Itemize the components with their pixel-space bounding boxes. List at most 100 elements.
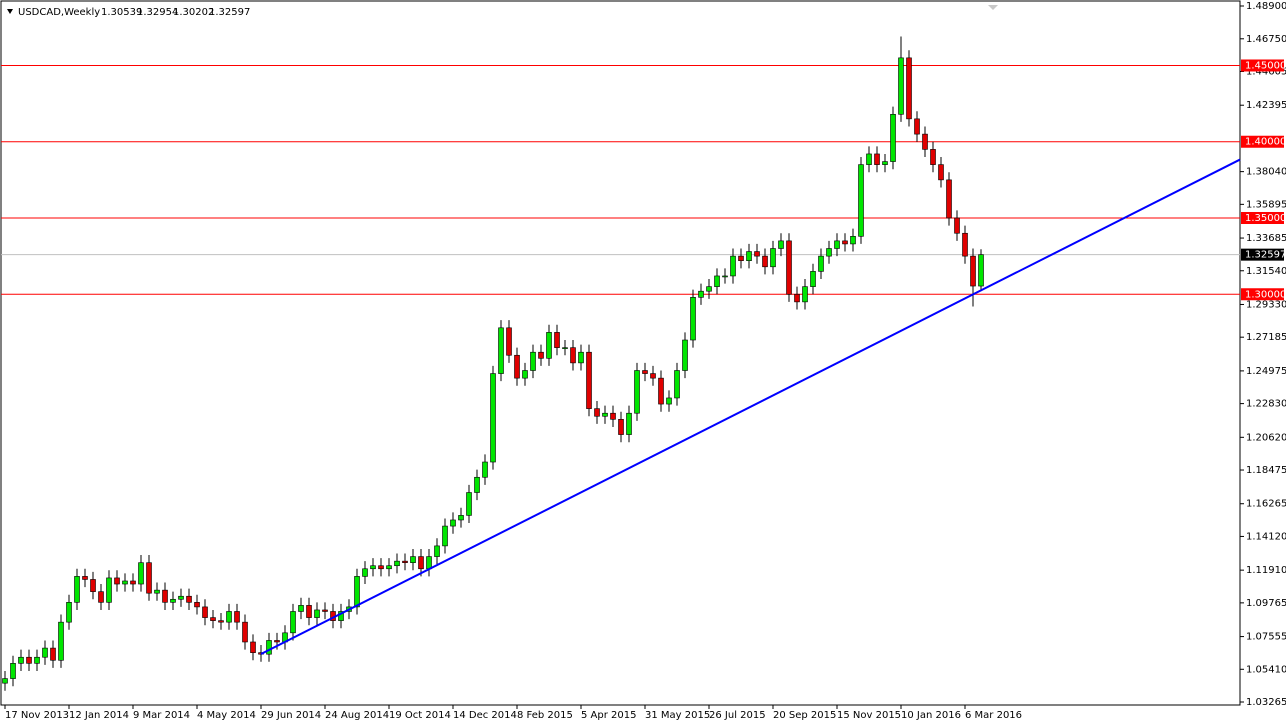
y-tick-label: 1.07555: [1246, 632, 1286, 643]
candle-body: [250, 641, 256, 653]
candle-body: [338, 611, 344, 621]
x-tick-label: 8 Feb 2015: [517, 710, 573, 721]
candle-body: [138, 562, 144, 585]
candle-body: [106, 577, 112, 603]
level-label: 1.45000: [1245, 60, 1286, 71]
candle-body: [698, 290, 704, 298]
header-close: 1.32597: [209, 7, 250, 18]
candle-body: [490, 373, 496, 463]
candle-body: [210, 617, 216, 621]
candle-body: [922, 133, 928, 150]
candle-body: [18, 656, 24, 664]
candle-body: [818, 255, 824, 272]
candle-body: [314, 609, 320, 618]
candle-body: [298, 605, 304, 612]
candle-body: [866, 153, 872, 165]
candle-body: [602, 412, 608, 417]
candle-body: [762, 255, 768, 268]
chart-title: USDCAD,Weekly: [18, 7, 100, 18]
candle-body: [626, 412, 632, 435]
candle-body: [794, 293, 800, 303]
candle-body: [682, 339, 688, 371]
candle-body: [634, 370, 640, 414]
candle-body: [650, 373, 656, 379]
y-tick-label: 1.24975: [1246, 366, 1286, 377]
header-low: 1.30202: [173, 7, 214, 18]
candle-body: [74, 576, 80, 603]
candle-body: [58, 621, 64, 661]
candle-body: [570, 347, 576, 364]
x-tick-label: 20 Sep 2015: [773, 710, 836, 721]
y-tick-label: 1.05410: [1246, 664, 1286, 675]
y-tick-label: 1.16265: [1246, 499, 1286, 510]
candle-body: [786, 240, 792, 295]
candle-body: [826, 248, 832, 257]
candle-body: [370, 565, 376, 570]
y-tick-label: 1.03265: [1246, 697, 1286, 708]
candle-body: [218, 620, 224, 623]
candle-body: [234, 611, 240, 623]
candle-body: [426, 556, 432, 570]
candle-body: [898, 57, 904, 115]
candle-body: [970, 255, 976, 287]
trendline: [260, 158, 1241, 655]
level-label: 1.35000: [1245, 213, 1286, 224]
candle-body: [802, 286, 808, 303]
candle-body: [90, 579, 96, 592]
x-tick-label: 24 Aug 2014: [325, 710, 389, 721]
candle-body: [162, 589, 168, 603]
x-tick-label: 19 Oct 2014: [389, 710, 451, 721]
candle-body: [186, 595, 192, 603]
menu-arrow[interactable]: [7, 9, 13, 14]
price-label: 1.32597: [1245, 250, 1286, 261]
candle-body: [962, 232, 968, 257]
candle-body: [34, 656, 40, 664]
candle-body: [850, 235, 856, 245]
candle-body: [914, 118, 920, 135]
candle-body: [674, 370, 680, 399]
candle-body: [738, 255, 744, 262]
candle-body: [722, 275, 728, 278]
y-tick-label: 1.33685: [1246, 233, 1286, 244]
y-tick-label: 1.46750: [1246, 34, 1286, 45]
level-label-box: [1241, 135, 1284, 148]
y-tick-label: 1.38040: [1246, 167, 1286, 178]
candle-body: [226, 611, 232, 623]
y-tick-label: 1.27185: [1246, 332, 1286, 343]
candle-body: [730, 255, 736, 277]
candle-body: [378, 565, 384, 570]
candle-body: [658, 377, 664, 405]
x-tick-label: 4 May 2014: [197, 710, 256, 721]
candle-body: [386, 565, 392, 570]
candle-body: [442, 525, 448, 547]
x-tick-label: 9 Mar 2014: [133, 710, 190, 721]
candle-body: [770, 248, 776, 268]
candle-body: [714, 275, 720, 287]
candle-body: [474, 476, 480, 493]
candle-body: [906, 57, 912, 120]
candle-body: [306, 605, 312, 618]
candle-body: [170, 598, 176, 603]
level-label-box: [1241, 59, 1284, 72]
y-tick-label: 1.48900: [1246, 1, 1286, 12]
y-tick-label: 1.22830: [1246, 399, 1286, 410]
candle-body: [410, 556, 416, 563]
candle-body: [858, 164, 864, 237]
y-tick-label: 1.18475: [1246, 465, 1286, 476]
x-tick-label: 26 Jul 2015: [709, 710, 766, 721]
x-tick-label: 29 Jun 2014: [261, 710, 321, 721]
candle-body: [290, 611, 296, 634]
candle-body: [122, 580, 128, 585]
candle-body: [114, 577, 120, 585]
candle-body: [322, 609, 328, 612]
candle-body: [562, 347, 568, 349]
candle-body: [10, 663, 16, 679]
candle-body: [810, 271, 816, 287]
candle-body: [26, 656, 32, 664]
y-tick-label: 1.14120: [1246, 531, 1286, 542]
candle-body: [522, 370, 528, 379]
level-label-box: [1241, 211, 1284, 224]
x-tick-label: 17 Nov 2013: [5, 710, 69, 721]
candle-body: [266, 640, 272, 655]
